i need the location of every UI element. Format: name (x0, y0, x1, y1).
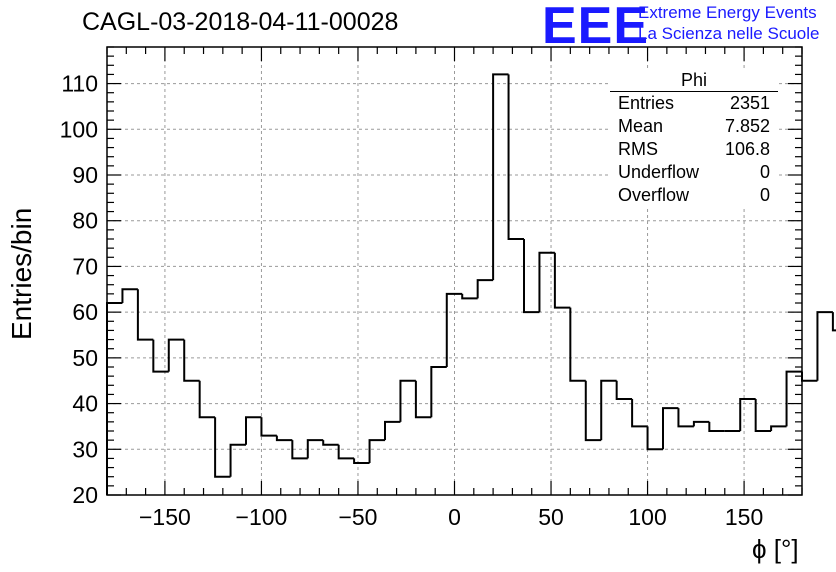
y-axis-label: Entries/bin (6, 207, 37, 340)
stats-value: 0 (759, 185, 770, 205)
axes (106, 46, 803, 496)
y-tick-label: 50 (72, 345, 98, 371)
histogram-bin (476, 279, 494, 299)
histogram-bin (662, 407, 679, 450)
stats-value: 2351 (729, 93, 770, 113)
histogram-bin (414, 380, 432, 419)
histogram-bin (353, 458, 370, 464)
histogram-bin (584, 380, 602, 442)
histogram-bin (136, 289, 154, 341)
histogram-bin (631, 399, 648, 428)
histogram-bin (770, 425, 787, 431)
x-tick-label: 150 (725, 504, 763, 530)
histogram-bin (183, 339, 200, 382)
y-tick-label: 90 (72, 162, 98, 188)
histogram-bin (538, 251, 555, 313)
histogram-bin (801, 371, 818, 382)
chart-title: CAGL-03-2018-04-11-00028 (82, 8, 399, 36)
histogram-bin (492, 73, 509, 281)
histogram-bin (553, 252, 571, 309)
histogram-bin (399, 379, 416, 422)
x-tick-label: −50 (338, 504, 377, 530)
histogram-bin (121, 288, 138, 303)
histogram-bin (739, 398, 756, 431)
histogram-bin (291, 440, 308, 460)
histogram-bin (275, 435, 293, 442)
tick-labels: −150 −100 −50 0 50 100 150 20 30 40 50 60 70 80 90 100 1… (60, 71, 764, 530)
histogram-bin (260, 417, 277, 437)
stats-value: 106.8 (724, 139, 770, 159)
histogram-bin (615, 380, 633, 400)
histogram-bin (152, 339, 169, 373)
stats-label: Entries (618, 93, 675, 113)
stats-title: Phi (610, 70, 778, 92)
stats-box: Phi Entries 2351 Mean 7.852 RMS 106.8 Un… (610, 70, 778, 207)
histogram-bin (600, 379, 617, 441)
histogram-bin (384, 420, 401, 441)
histogram-bin (306, 439, 324, 459)
histogram-bin (569, 307, 586, 382)
stats-label: RMS (618, 139, 658, 159)
histogram-bin (646, 426, 663, 451)
x-tick-label: 0 (448, 504, 461, 530)
histogram-bin (507, 74, 524, 240)
histogram-bin (337, 444, 355, 460)
histogram-bin (167, 338, 185, 372)
y-tick-label: 70 (72, 253, 98, 279)
histogram-bin (445, 292, 463, 367)
histogram-bin (785, 370, 802, 427)
x-tick-label: −150 (139, 504, 191, 530)
stats-label: Underflow (618, 162, 700, 182)
stats-row-mean: Mean 7.852 (610, 115, 778, 138)
x-axis-label: ϕ [°] (752, 534, 799, 564)
stats-value: 7.852 (724, 116, 770, 136)
histogram-bin (816, 311, 833, 381)
histogram-bin (106, 302, 123, 495)
histogram-bin (245, 416, 262, 445)
histogram-bin (523, 239, 540, 314)
stats-label: Mean (618, 116, 664, 136)
y-tick-label: 30 (72, 436, 98, 462)
histogram-bin (692, 420, 710, 427)
histogram-bin (708, 421, 725, 432)
stats-row-overflow: Overflow 0 (610, 184, 778, 207)
histogram-bin (229, 443, 246, 477)
histogram-bin (754, 399, 772, 432)
histogram-bin (322, 440, 339, 446)
histogram-bin (368, 439, 385, 463)
logo-line-1: Extreme Energy Events (638, 3, 817, 22)
histogram-bin (677, 408, 694, 428)
y-tick-label: 110 (61, 71, 98, 97)
eee-logo: EEE (542, 0, 650, 55)
stats-row-rms: RMS 106.8 (610, 138, 778, 161)
stats-value: 0 (759, 162, 770, 182)
y-tick-label: 80 (72, 208, 98, 234)
stats-label: Overflow (618, 185, 690, 205)
y-tick-label: 40 (72, 391, 98, 417)
stats-row-entries: Entries 2351 (610, 92, 778, 115)
x-tick-label: 100 (628, 504, 666, 530)
histogram-bin (430, 366, 447, 418)
x-tick-label: −100 (236, 504, 288, 530)
histogram-bin (831, 312, 836, 332)
logo-line-2: La Scienza nelle Scuole (638, 24, 820, 43)
histogram-bin (198, 380, 216, 419)
y-tick-label: 20 (72, 482, 98, 508)
x-tick-label: 50 (538, 504, 564, 530)
stats-row-underflow: Underflow 0 (610, 161, 778, 184)
y-tick-label: 100 (60, 116, 98, 142)
y-tick-label: 60 (72, 299, 98, 325)
histogram-bin (214, 417, 231, 478)
histogram-bin (461, 293, 478, 300)
